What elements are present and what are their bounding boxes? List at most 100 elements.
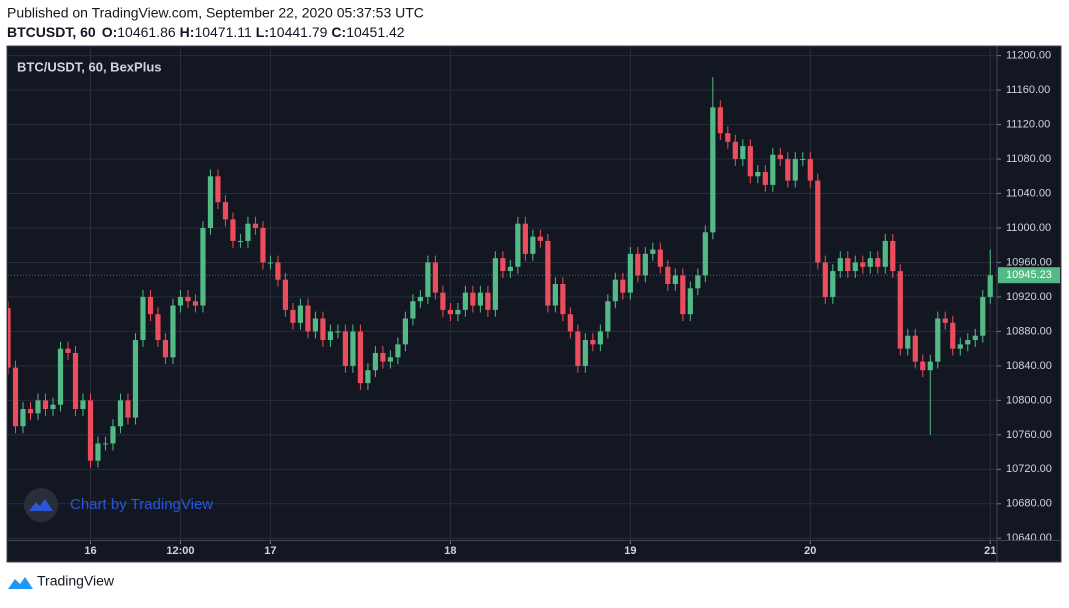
candle-body bbox=[890, 240, 896, 272]
candle-body bbox=[117, 400, 124, 427]
candle-body bbox=[170, 305, 176, 358]
candle-body bbox=[102, 443, 109, 445]
grid bbox=[8, 47, 997, 540]
candle-body bbox=[732, 141, 738, 160]
y-tick-label: 10760.00 bbox=[1006, 429, 1052, 441]
candle-body bbox=[132, 340, 139, 418]
candle-body bbox=[110, 426, 116, 444]
candle-body bbox=[860, 262, 866, 267]
candle-body bbox=[470, 292, 476, 306]
candle-body bbox=[275, 262, 281, 280]
candle-body bbox=[867, 258, 873, 267]
candle-body bbox=[710, 107, 716, 233]
watermark: Chart by TradingView bbox=[70, 496, 213, 513]
ohlc-key: L: bbox=[256, 24, 269, 40]
y-tick-label: 11040.00 bbox=[1006, 187, 1051, 199]
candle-body bbox=[312, 318, 319, 332]
candle-body bbox=[380, 352, 386, 362]
candle-body bbox=[95, 443, 101, 461]
candle-body bbox=[215, 176, 221, 203]
y-axis: 10640.00 10680.00 10720.00 10760.00 10800.00… bbox=[997, 50, 1052, 540]
x-tick-label: 12:00 bbox=[166, 545, 194, 557]
candle-body bbox=[440, 292, 446, 310]
y-tick-label: 11200.00 bbox=[1006, 50, 1051, 62]
y-tick-label: 10960.00 bbox=[1006, 256, 1052, 268]
candle-body bbox=[987, 275, 993, 297]
candle-body bbox=[597, 331, 603, 345]
candle-body bbox=[725, 133, 731, 142]
candle-body bbox=[425, 262, 431, 297]
candle-body bbox=[200, 227, 206, 306]
candle-body bbox=[462, 292, 468, 310]
candle-body bbox=[687, 288, 693, 315]
watermark-logo bbox=[24, 488, 58, 522]
candle-body bbox=[432, 262, 438, 293]
candle-body bbox=[12, 367, 19, 427]
candle-body bbox=[492, 258, 498, 310]
candle-body bbox=[185, 296, 191, 302]
candle-body bbox=[537, 236, 543, 241]
x-tick-label: 17 bbox=[264, 545, 276, 557]
candle-body bbox=[522, 223, 528, 254]
candle-body bbox=[605, 301, 611, 332]
candle-body bbox=[237, 240, 244, 242]
ohlc-header: BTCUSDT, 60 O:10461.86 H:10471.11 L:10441.7… bbox=[7, 24, 405, 40]
candle-body bbox=[447, 309, 453, 315]
candle-body bbox=[177, 296, 184, 306]
candle-body bbox=[507, 266, 513, 272]
candle-body bbox=[875, 258, 881, 267]
candle-body bbox=[207, 176, 214, 228]
candle-body bbox=[342, 331, 349, 366]
y-tick-label: 11080.00 bbox=[1006, 153, 1051, 165]
candle-body bbox=[882, 240, 888, 267]
candle-body bbox=[642, 253, 648, 276]
y-tick-label: 11120.00 bbox=[1006, 118, 1050, 130]
symbol: BTCUSDT, 60 bbox=[7, 24, 96, 40]
candle-body bbox=[635, 253, 641, 276]
last-price-label: 10945.23 bbox=[1006, 269, 1052, 281]
y-tick-label: 10920.00 bbox=[1006, 291, 1052, 303]
candle-body bbox=[297, 305, 304, 323]
candle-body bbox=[245, 223, 251, 241]
ohlc-key: C: bbox=[331, 24, 346, 40]
candle-body bbox=[582, 340, 588, 366]
candle-body bbox=[942, 318, 948, 323]
published-note: Published on TradingView.com, September … bbox=[7, 5, 424, 21]
candle-body bbox=[327, 331, 334, 341]
candle-body bbox=[912, 335, 918, 362]
candle-body bbox=[515, 223, 521, 267]
candle-body bbox=[620, 279, 626, 293]
candle-body bbox=[980, 296, 986, 336]
candle-body bbox=[552, 284, 558, 306]
y-tick-label: 10840.00 bbox=[1006, 360, 1052, 372]
candle-body bbox=[950, 322, 956, 349]
y-tick-label: 10880.00 bbox=[1006, 325, 1052, 337]
candle-body bbox=[590, 340, 596, 345]
candle-body bbox=[57, 348, 64, 405]
candle-body bbox=[657, 249, 663, 267]
y-tick-label: 11000.00 bbox=[1006, 222, 1051, 234]
candle-body bbox=[365, 370, 371, 384]
candle-body bbox=[42, 400, 49, 409]
candle-body bbox=[485, 292, 491, 310]
candle-body bbox=[905, 335, 911, 349]
candle-body bbox=[72, 352, 79, 409]
candle-body bbox=[252, 223, 259, 228]
candle-body bbox=[192, 301, 199, 306]
candle-body bbox=[830, 271, 836, 297]
candle-body bbox=[762, 171, 768, 185]
candle-body bbox=[897, 271, 903, 349]
candle-body bbox=[567, 314, 573, 332]
candle-body bbox=[8, 308, 11, 368]
candle-body bbox=[455, 309, 461, 315]
candle-body bbox=[837, 258, 843, 272]
candle-body bbox=[777, 154, 783, 160]
candle-body bbox=[230, 219, 236, 241]
y-tick-label: 11160.00 bbox=[1006, 84, 1050, 96]
candle-body bbox=[335, 331, 341, 333]
footer-logo bbox=[8, 577, 33, 589]
y-tick-label: 10680.00 bbox=[1006, 498, 1052, 510]
y-tick-label: 10720.00 bbox=[1006, 463, 1052, 475]
